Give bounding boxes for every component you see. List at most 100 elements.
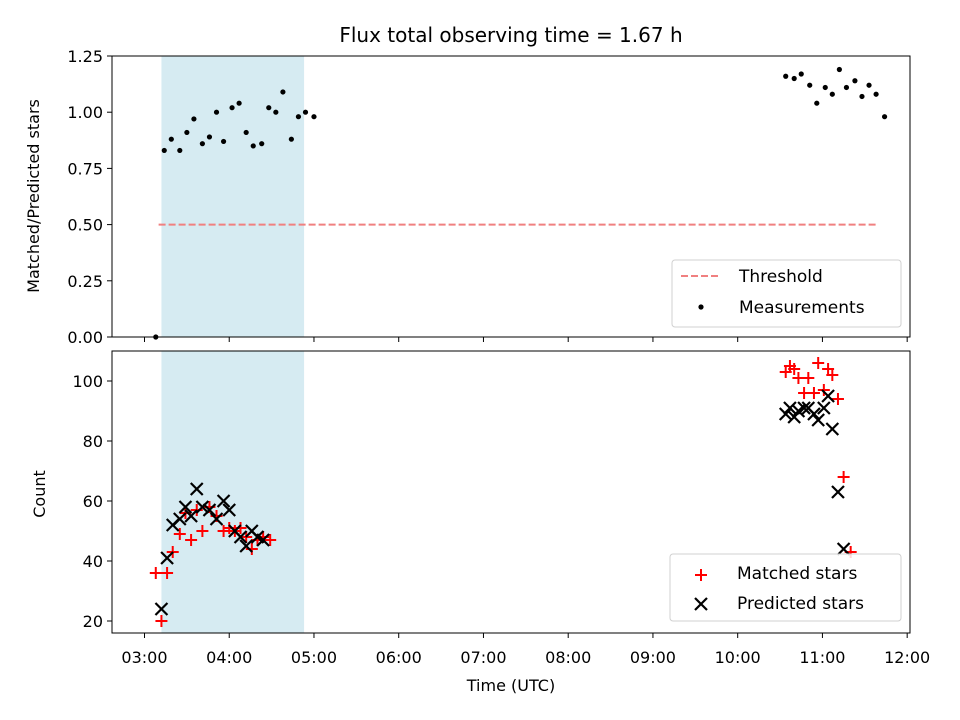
- matched-point: [264, 534, 277, 546]
- measurement-point: [266, 105, 272, 111]
- predicted-point: [836, 542, 851, 556]
- top-legend: Threshold Measurements: [671, 259, 902, 328]
- measurement-point: [168, 136, 174, 142]
- top-plot-frame: [111, 55, 911, 338]
- predicted-point: [209, 512, 224, 526]
- predicted-point: [160, 551, 174, 565]
- bottom-y-axis-title: Count: [30, 470, 49, 518]
- predicted-point: [811, 413, 825, 427]
- measurement-point: [302, 109, 309, 115]
- predicted-point: [817, 401, 831, 415]
- legend-threshold-label: Threshold: [738, 267, 823, 287]
- measurement-point: [807, 82, 813, 88]
- measurement-point: [843, 84, 850, 91]
- bottom-x-tick-label: 09:00: [630, 648, 676, 667]
- measurement-point: [791, 75, 797, 82]
- predicted-point: [821, 389, 835, 403]
- measurement-point: [206, 134, 213, 140]
- bottom-x-tick-label: 04:00: [206, 648, 252, 667]
- bottom-x-tick-label: 08:00: [545, 648, 591, 667]
- top-shaded-span: [161, 56, 305, 337]
- measurement-point: [311, 114, 317, 120]
- measurement-point: [288, 136, 294, 142]
- measurement-point: [199, 141, 205, 147]
- measurement-point: [866, 82, 872, 88]
- predicted-point: [216, 494, 231, 508]
- bottom-x-tick-label: 11:00: [799, 648, 845, 667]
- ratio-plot: 0.00 0.25 0.50 0.75 1.00 1.25: [67, 47, 911, 347]
- measurement-point: [814, 100, 820, 106]
- bottom-x-tick-label: 03:00: [121, 648, 167, 667]
- matched-point: [161, 567, 174, 579]
- measurement-point: [177, 147, 183, 154]
- measurement-point: [881, 114, 888, 120]
- bottom-x-tick-label: 12:00: [884, 648, 930, 667]
- measurement-point: [213, 109, 220, 115]
- bottom-x-tick-label: 07:00: [460, 648, 506, 667]
- measurement-point: [783, 73, 789, 79]
- predicted-point: [154, 602, 169, 616]
- bottom-y-tick-label: 100: [72, 372, 103, 391]
- predicted-point: [797, 401, 811, 415]
- top-y-tick-label: 1.25: [67, 47, 103, 66]
- predicted-point: [239, 539, 253, 553]
- measurement-point: [859, 93, 865, 100]
- predicted-point: [233, 530, 248, 544]
- matched-point: [196, 525, 209, 537]
- bottom-plot-frame: [111, 350, 911, 634]
- matched-point: [173, 528, 186, 540]
- matched-point: [802, 372, 815, 384]
- matched-point: [817, 384, 830, 396]
- legend-matched-swatch: [695, 569, 707, 581]
- legend-predicted-label: Predicted stars: [737, 594, 864, 614]
- measurement-point: [822, 84, 828, 91]
- legend-measurements-label: Measurements: [739, 298, 865, 318]
- predicted-point: [202, 503, 217, 517]
- measurement-point: [184, 129, 190, 136]
- predicted-point: [222, 503, 237, 517]
- measurement-point: [161, 147, 167, 154]
- measurement-point: [873, 91, 879, 97]
- matched-point: [837, 471, 850, 483]
- measurement-point: [229, 105, 235, 111]
- bottom-x-tick-label: 10:00: [715, 648, 761, 667]
- measurement-point: [852, 78, 858, 84]
- bottom-shaded-span: [161, 351, 305, 633]
- legend-matched-label: Matched stars: [737, 564, 857, 584]
- top-y-axis-title: Matched/Predicted stars: [24, 99, 43, 293]
- matched-point: [826, 369, 839, 381]
- top-y-tick-label: 0.25: [67, 272, 103, 291]
- count-plot: 20 40 60 80 100 03:00 04:00 05:00 06:00 07:00 08:0…: [72, 350, 930, 667]
- matched-point: [149, 567, 162, 579]
- bottom-y-tick-label: 20: [83, 612, 103, 631]
- matched-point: [185, 534, 198, 546]
- predicted-point: [184, 509, 198, 523]
- top-y-tick-label: 0.00: [67, 328, 103, 347]
- predicted-point: [173, 512, 187, 526]
- bottom-legend: Matched stars Predicted stars: [669, 553, 902, 622]
- bottom-x-tick-label: 05:00: [291, 648, 337, 667]
- measurement-point: [295, 114, 302, 120]
- matched-point: [807, 387, 820, 399]
- predicted-point: [825, 422, 840, 436]
- chart-title: Flux total observing time = 1.67 h: [339, 23, 682, 47]
- measurement-point: [273, 109, 279, 115]
- measurement-point: [280, 89, 286, 95]
- x-axis-title: Time (UTC): [466, 676, 555, 695]
- predicted-point: [195, 500, 210, 514]
- matched-point: [155, 615, 168, 627]
- measurement-point: [220, 138, 227, 145]
- predicted-point: [778, 407, 793, 421]
- bottom-x-tick-label: 06:00: [376, 648, 422, 667]
- bottom-y-tick-label: 80: [83, 432, 103, 451]
- predicted-point: [783, 401, 797, 415]
- measurement-point: [243, 129, 249, 136]
- matched-point: [812, 357, 825, 369]
- bottom-y-tick-label: 40: [83, 552, 103, 571]
- matched-point: [831, 393, 844, 405]
- measurement-point: [259, 141, 265, 147]
- legend-measurements-swatch: [698, 304, 704, 310]
- bottom-y-tick-label: 60: [83, 492, 103, 511]
- predicted-point: [831, 485, 845, 499]
